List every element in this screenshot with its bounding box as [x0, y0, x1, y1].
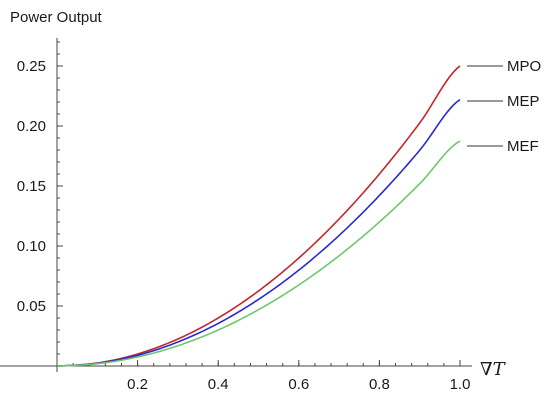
y-tick-label: 0.25: [17, 58, 46, 75]
x-tick-label: 1.0: [450, 376, 471, 393]
x-tick-label: 0.4: [208, 376, 229, 393]
y-tick-label: 0.20: [17, 118, 46, 135]
y-axis-label: Power Output: [10, 9, 103, 26]
x-tick-label: 0.8: [369, 376, 390, 393]
series-line-mpo: [56, 65, 461, 367]
y-tick-label: 0.10: [17, 238, 46, 255]
y-tick-label: 0.05: [17, 298, 46, 315]
x-tick-label: 0.2: [127, 376, 148, 393]
series-line-mep: [56, 98, 461, 367]
x-tick-label: 0.6: [288, 376, 309, 393]
legend-label-mef: MEF: [507, 138, 539, 155]
axes: 0.2 0.4 0.6 0.8 1.0 0.05 0.10 0.15 0.20 0.25: [0, 38, 472, 393]
legend-label-mpo: MPO: [507, 58, 541, 75]
y-tick-label: 0.15: [17, 178, 46, 195]
legend-label-mep: MEP: [507, 93, 540, 110]
legend: MPO MEP MEF: [467, 58, 541, 155]
series-line-mef: [56, 140, 461, 367]
series-layer: [56, 65, 461, 367]
x-axis-label: ∇T: [480, 359, 507, 380]
